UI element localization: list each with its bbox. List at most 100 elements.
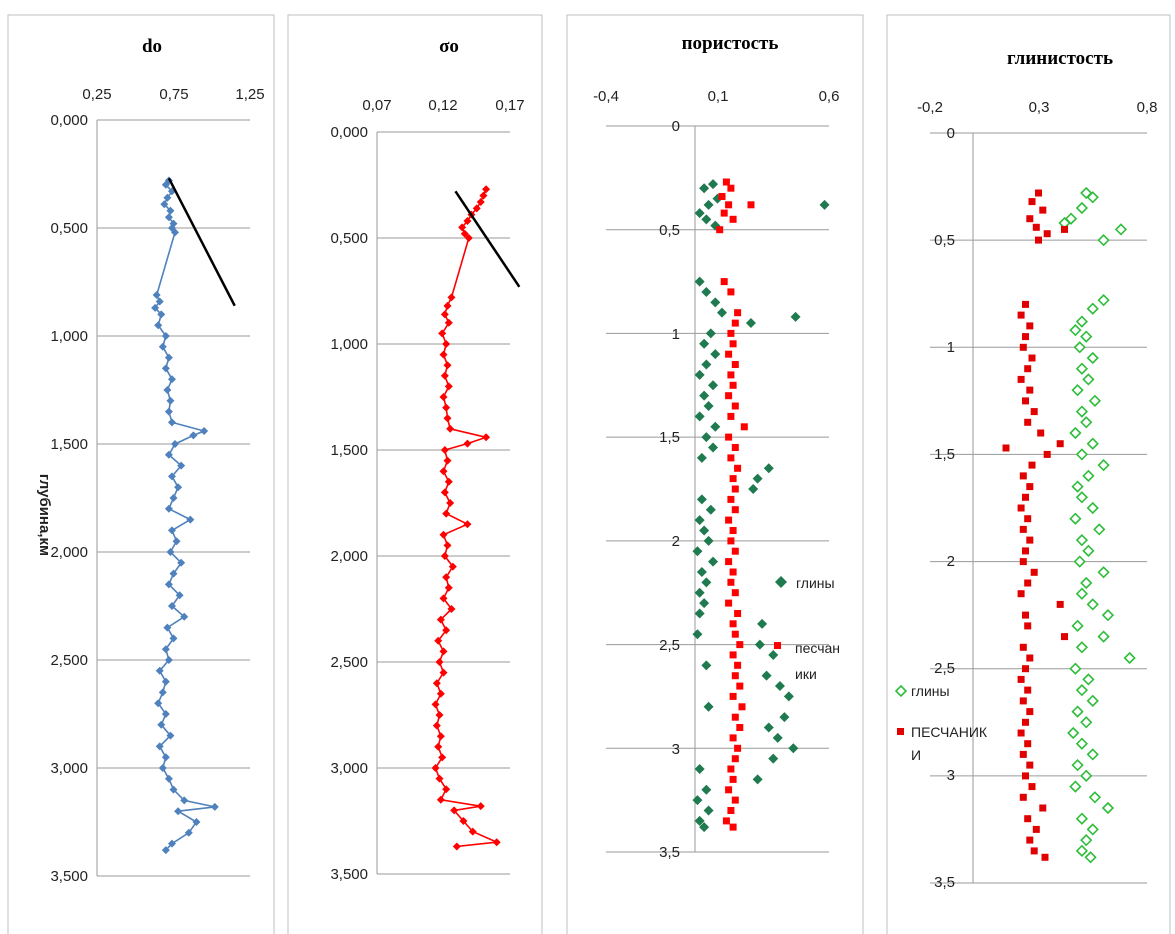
data-point (161, 677, 170, 686)
y-tick-label: 0 (672, 118, 680, 135)
data-point (164, 353, 173, 362)
data-point (439, 393, 448, 401)
y-axis: 0 0,5 1 1,5 2 2,5 3 3,5 (659, 118, 680, 861)
data-point (1075, 587, 1089, 600)
data-point (718, 193, 726, 200)
data-point (464, 234, 473, 242)
data-point (442, 340, 451, 348)
data-point (727, 765, 735, 773)
data-point (169, 569, 178, 578)
data-point (158, 688, 167, 697)
data-point (1024, 579, 1032, 587)
data-point (729, 215, 737, 223)
data-point (155, 666, 164, 675)
data-point (1088, 394, 1102, 407)
data-point (729, 651, 737, 659)
data-point (694, 369, 705, 380)
data-point (1019, 793, 1027, 801)
data-point (727, 537, 735, 545)
data-point (164, 450, 173, 459)
legend-marker-clays (775, 576, 787, 588)
panel-frame (886, 14, 1171, 934)
data-point (167, 472, 176, 481)
data-point (1080, 834, 1093, 847)
data-point (1022, 300, 1029, 308)
data-point (701, 784, 712, 795)
data-point (463, 217, 472, 226)
x-tick-label: -0,2 (917, 99, 943, 116)
x-tick-label: 0,8 (1137, 99, 1158, 116)
data-point (752, 473, 763, 484)
data-point (1080, 416, 1093, 429)
data-point (161, 753, 170, 762)
data-point (729, 823, 737, 831)
data-point (1082, 673, 1095, 686)
data-point (1026, 536, 1034, 544)
data-point (1086, 748, 1099, 761)
data-point (1024, 365, 1032, 373)
data-point (1017, 375, 1025, 383)
data-point (167, 526, 176, 535)
y-axis: 0 0,5 1 1,5 2 2,5 3 3,5 (934, 125, 955, 891)
data-point (200, 427, 209, 436)
data-point (694, 411, 705, 422)
chart-title: σo (439, 36, 459, 57)
data-point (725, 201, 733, 209)
data-point (1022, 611, 1029, 619)
x-axis: -0,4 0,1 0,6 (593, 88, 839, 852)
data-point (727, 371, 735, 379)
data-point (1082, 544, 1095, 557)
data-point (435, 658, 444, 666)
y-tick-label: 1 (947, 339, 955, 356)
data-point (450, 806, 459, 815)
data-point (731, 713, 739, 721)
data-point (161, 332, 170, 340)
data-point (694, 208, 705, 219)
data-point (459, 817, 468, 825)
data-point (1080, 330, 1093, 343)
data-point (725, 392, 733, 400)
data-point (167, 418, 176, 427)
data-point (1043, 230, 1051, 238)
data-point (192, 818, 201, 826)
data-point (729, 620, 737, 628)
data-point (1073, 555, 1086, 568)
data-point (169, 494, 178, 502)
plot-marks (692, 178, 830, 833)
data-point (184, 828, 193, 837)
data-point (819, 199, 830, 210)
data-point (1075, 405, 1089, 418)
data-point (729, 475, 737, 483)
data-point (736, 724, 744, 731)
data-point (788, 743, 799, 754)
data-point (161, 645, 170, 654)
x-axis: -0,2 0,3 0,8 (917, 99, 1157, 883)
data-point (166, 396, 175, 405)
data-point (1035, 236, 1042, 244)
data-point (1019, 343, 1027, 351)
x-tick-label: 0,12 (428, 97, 457, 114)
data-point (708, 556, 719, 567)
data-point (164, 213, 173, 222)
data-point (1075, 491, 1089, 504)
data-point (1075, 534, 1089, 547)
data-point (166, 731, 175, 740)
data-point (752, 774, 763, 785)
data-point (696, 494, 707, 505)
data-point (161, 180, 170, 189)
data-point (1030, 847, 1038, 855)
data-point (1017, 675, 1025, 683)
data-point (151, 303, 160, 312)
data-point (446, 499, 455, 507)
data-point (1061, 225, 1068, 233)
data-point (731, 796, 739, 804)
data-point (694, 587, 705, 598)
data-point (180, 612, 189, 621)
data-point (701, 214, 712, 225)
data-point (699, 390, 710, 401)
data-point (479, 191, 488, 200)
data-point (729, 775, 737, 783)
data-point (699, 525, 710, 536)
data-point (1041, 853, 1049, 861)
